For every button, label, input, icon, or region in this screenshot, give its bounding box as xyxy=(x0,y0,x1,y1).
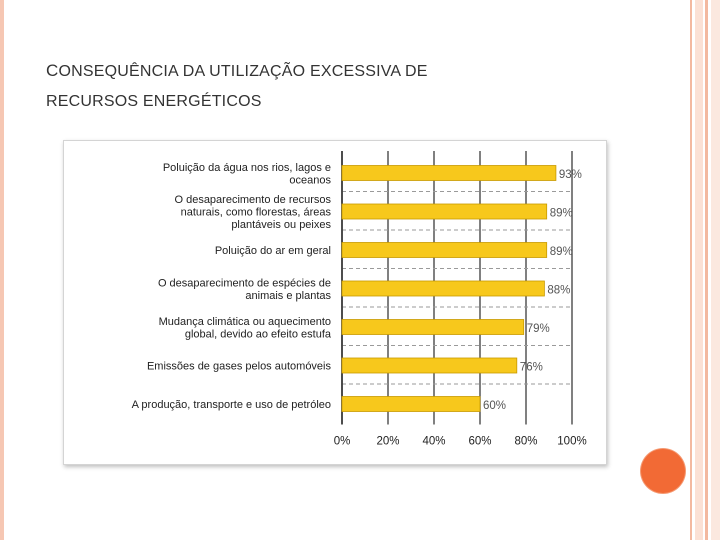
data-label: 89% xyxy=(550,246,573,258)
x-tick-label: 80% xyxy=(514,436,537,448)
category-label: Poluição do ar em geral xyxy=(215,245,331,257)
category-label: oceanos xyxy=(289,174,331,186)
category-label: global, devido ao efeito estufa xyxy=(185,328,332,340)
data-label: 76% xyxy=(520,362,543,374)
bar xyxy=(341,203,548,220)
category-label: Mudança climática ou aquecimento xyxy=(159,316,331,328)
bar xyxy=(341,396,481,412)
x-tick-label: 60% xyxy=(468,436,491,448)
x-tick-label: 100% xyxy=(557,436,586,448)
bar xyxy=(341,357,518,374)
category-label: O desaparecimento de espécies de xyxy=(158,277,331,289)
chart-image: 93% Poluição da água nos rios, lagos e oce… xyxy=(63,140,607,465)
bar xyxy=(341,165,557,181)
bar xyxy=(341,280,545,297)
category-label: A produção, transporte e uso de petróleo xyxy=(132,399,331,411)
right-border-stripe xyxy=(711,0,720,540)
left-border-stripe xyxy=(0,0,4,540)
category-label: O desaparecimento de recursos xyxy=(174,194,331,206)
right-border-stripe xyxy=(695,0,703,540)
category-label: plantáveis ou peixes xyxy=(231,219,331,231)
data-label: 89% xyxy=(550,208,573,220)
title-line-1: ONSEQUÊNCIA DA UTILIZAÇÃO EXCESSIVA DE xyxy=(58,63,428,80)
right-border-stripe xyxy=(705,0,708,540)
title-line-2: RECURSOS ENERGÉTICOS xyxy=(46,93,262,110)
right-border-stripe xyxy=(690,0,692,540)
x-tick-label: 20% xyxy=(376,436,399,448)
decorative-circle xyxy=(641,449,685,493)
data-label: 60% xyxy=(483,400,506,412)
category-label: animais e plantas xyxy=(245,290,331,302)
data-label: 79% xyxy=(527,323,550,335)
data-label: 93% xyxy=(559,169,582,181)
category-label: Emissões de gases pelos automóveis xyxy=(147,361,332,373)
x-tick-label: 40% xyxy=(422,436,445,448)
bar xyxy=(341,242,548,258)
category-label: Poluição da água nos rios, lagos e xyxy=(163,162,331,174)
title-initial: C xyxy=(46,61,59,80)
x-tick-label: 0% xyxy=(334,436,351,448)
bar-chart: 93% Poluição da água nos rios, lagos eoce… xyxy=(132,151,587,448)
category-label: naturais, como florestas, áreas xyxy=(181,207,332,219)
bar xyxy=(341,319,525,335)
slide-title: CONSEQUÊNCIA DA UTILIZAÇÃO EXCESSIVA DE … xyxy=(46,56,646,117)
data-label: 88% xyxy=(547,285,570,297)
